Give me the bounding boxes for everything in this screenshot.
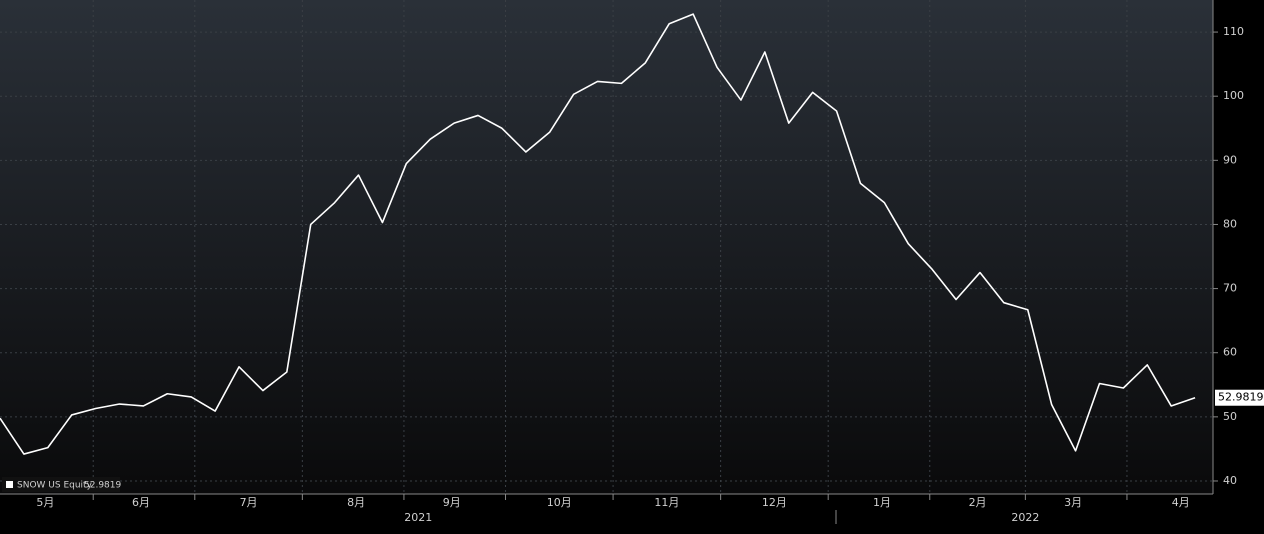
- y-tick-label: 50: [1223, 410, 1237, 423]
- series-line: [0, 13, 1196, 455]
- last-value-label: 52.9819: [1218, 391, 1264, 404]
- y-tick-label: 80: [1223, 217, 1237, 230]
- legend-label: SNOW US Equity: [17, 481, 93, 491]
- legend: SNOW US Equity 52.9819: [2, 477, 121, 492]
- x-tick-label: 7月: [240, 496, 258, 509]
- x-tick-label: 8月: [347, 496, 365, 509]
- legend-value: 52.9819: [84, 481, 121, 491]
- x-tick-label: 6月: [132, 496, 150, 509]
- x-tick-label: 11月: [654, 496, 679, 509]
- x-tick-label: 10月: [547, 496, 572, 509]
- last-value-tag: [1215, 389, 1264, 406]
- x-tick-label: 2月: [969, 496, 987, 509]
- y-tick-label: 60: [1223, 346, 1237, 359]
- x-tick-label: 9月: [443, 496, 461, 509]
- y-tick-label: 90: [1223, 153, 1237, 166]
- y-tick-label: 110: [1223, 25, 1244, 38]
- legend-swatch: [6, 481, 13, 488]
- year-label: 2022: [1011, 511, 1039, 524]
- year-label: 2021: [404, 511, 432, 524]
- x-tick-label: 5月: [36, 496, 54, 509]
- x-tick-label: 1月: [873, 496, 891, 509]
- x-tick-label: 12月: [762, 496, 787, 509]
- legend-box: [2, 477, 120, 492]
- y-tick-label: 40: [1223, 474, 1237, 487]
- plot-area: [0, 0, 1213, 494]
- x-tick-label: 3月: [1064, 496, 1082, 509]
- y-tick-label: 70: [1223, 282, 1237, 295]
- y-tick-label: 100: [1223, 89, 1244, 102]
- x-tick-label: 4月: [1172, 496, 1190, 509]
